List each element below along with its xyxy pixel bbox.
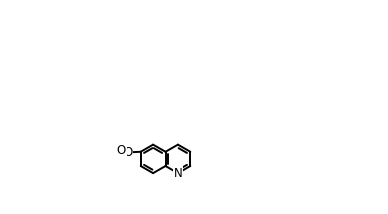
Text: O: O xyxy=(117,144,126,158)
Text: N: N xyxy=(173,167,182,180)
Text: O: O xyxy=(124,146,133,159)
